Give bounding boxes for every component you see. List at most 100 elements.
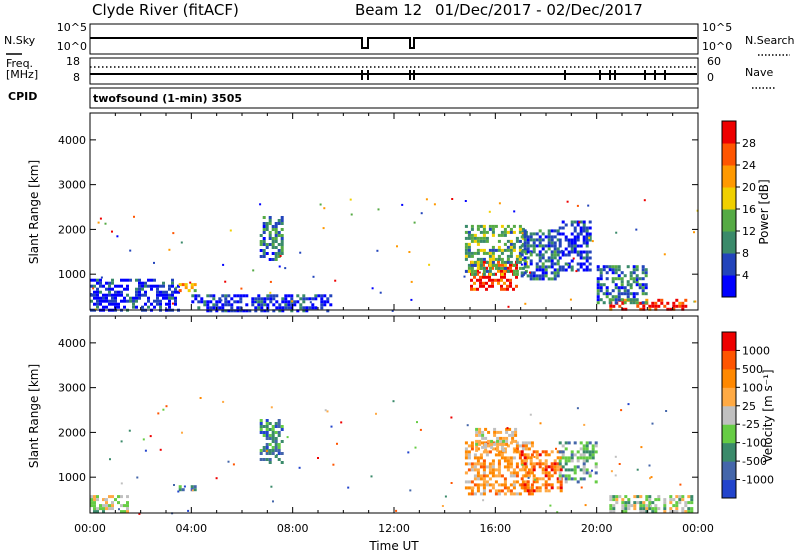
echo-cell [629, 286, 633, 290]
echo-cell [171, 290, 174, 294]
echo-cell [532, 462, 536, 466]
echo-cell [535, 456, 539, 460]
echo-cell [518, 257, 522, 261]
echo-cell [538, 453, 542, 457]
echo-cell [579, 456, 583, 460]
echo-cell [512, 474, 516, 478]
xtick-label: 08:00 [277, 522, 309, 535]
echo-cell [538, 253, 542, 257]
echo-cell [506, 248, 510, 252]
echo-cell [605, 271, 609, 275]
echo-cell [99, 281, 102, 285]
echo-cell [648, 504, 652, 508]
echo-cell [553, 465, 557, 469]
echo-cell [506, 427, 509, 430]
echo-cell [268, 443, 272, 446]
echo-cell [500, 287, 503, 291]
echo-cell [476, 471, 480, 475]
echo-cell [171, 281, 174, 285]
echo-cell [494, 257, 498, 261]
echo-cell [96, 290, 99, 294]
echo-cell [467, 462, 471, 466]
echo-cell [621, 504, 625, 508]
echo-cell [473, 453, 477, 457]
echo-cell [464, 447, 468, 451]
echo-cell [470, 447, 474, 451]
echo-cell [111, 504, 114, 508]
echo-cell [224, 300, 228, 304]
echo-cell [602, 292, 606, 296]
echo-cell [259, 431, 263, 434]
echo-cell [239, 294, 243, 298]
echo-cell [558, 226, 562, 230]
echo-cell [564, 468, 568, 472]
echo-cell [272, 297, 276, 301]
echo-cell [550, 259, 554, 263]
echo-cell [105, 501, 108, 505]
echo-cell [513, 210, 516, 213]
echo-cell [615, 231, 618, 234]
echo-cell [203, 300, 207, 304]
echo-cell [579, 453, 583, 457]
echo-cell [120, 482, 123, 485]
colorbar-swatch [722, 405, 736, 425]
echo-cell [287, 294, 291, 298]
echo-cell [269, 294, 273, 298]
echo-cell [520, 462, 524, 466]
echo-cell [302, 297, 306, 301]
echo-cell [684, 304, 688, 308]
echo-cell [644, 268, 648, 272]
echo-cell [672, 498, 676, 502]
echo-cell [497, 459, 501, 463]
echo-cell [274, 228, 278, 231]
freq-label: Freq. [6, 57, 33, 70]
echo-cell [521, 480, 525, 484]
echo-cell [508, 433, 512, 437]
echo-cell [156, 302, 159, 306]
echo-cell [635, 280, 639, 284]
echo-cell [558, 256, 562, 260]
echo-cell [553, 277, 557, 281]
echo-cell [638, 286, 642, 290]
echo-cell [541, 268, 545, 272]
echo-cell [608, 301, 612, 305]
echo-cell [669, 507, 673, 511]
echo-cell [648, 501, 652, 505]
echo-cell [102, 305, 105, 309]
echo-cell [181, 431, 183, 434]
nave-tick-top: 60 [707, 55, 721, 68]
echo-cell [473, 269, 477, 273]
cpid-panel [89, 87, 699, 109]
echo-cell [464, 257, 468, 261]
echo-cell [515, 492, 519, 496]
echo-cell [529, 271, 533, 275]
echo-cell [274, 437, 278, 440]
echo-cell [142, 438, 145, 441]
echo-cell [636, 495, 640, 499]
echo-cell [464, 453, 468, 457]
echo-cell [579, 229, 583, 233]
echo-cell [549, 504, 552, 507]
echo-cell [614, 286, 618, 290]
echo-cell [650, 476, 653, 479]
echo-cell [512, 456, 516, 460]
echo-cell [206, 306, 210, 310]
echo-cell [591, 453, 595, 457]
echo-cell [553, 268, 557, 272]
echo-cell [147, 299, 150, 303]
echo-cell [305, 297, 309, 301]
echo-cell [654, 507, 658, 511]
echo-cell [564, 253, 568, 257]
echo-cell [550, 462, 554, 466]
echo-cell [308, 306, 312, 310]
echo-cell [302, 294, 306, 298]
echo-cell [497, 453, 501, 457]
echo-cell [515, 462, 519, 466]
colorbar-swatch [722, 461, 736, 481]
echo-cell [506, 462, 510, 466]
echo-cell [608, 292, 612, 296]
echo-cell [111, 299, 114, 303]
echo-cell [512, 480, 516, 484]
echo-cell [506, 489, 510, 493]
